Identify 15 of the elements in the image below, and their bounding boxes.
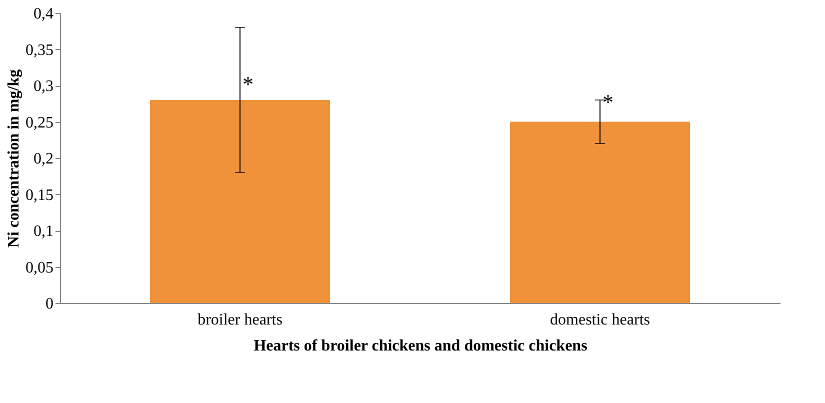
y-tick-label: 0,2: [34, 150, 54, 168]
x-tick-label: domestic hearts: [550, 312, 650, 328]
y-tick-label: 0,15: [26, 186, 54, 204]
y-axis-title: Ni concentration in mg/kg: [6, 69, 22, 248]
y-tick-label: 0,3: [34, 78, 54, 95]
y-tick-label: 0: [46, 296, 54, 312]
y-tick-label: 0,05: [26, 259, 54, 276]
y-tick-label: 0,1: [34, 223, 54, 240]
annotation: *: [602, 89, 614, 114]
y-tick-label: 0,4: [34, 6, 54, 22]
annotation: *: [242, 71, 254, 96]
y-tick-label: 0,35: [26, 42, 54, 59]
x-axis-title: Hearts of broiler chickens and domestic chickens: [254, 338, 588, 354]
y-tick-label: 0,25: [26, 114, 54, 132]
x-tick-label: broiler hearts: [198, 312, 282, 328]
